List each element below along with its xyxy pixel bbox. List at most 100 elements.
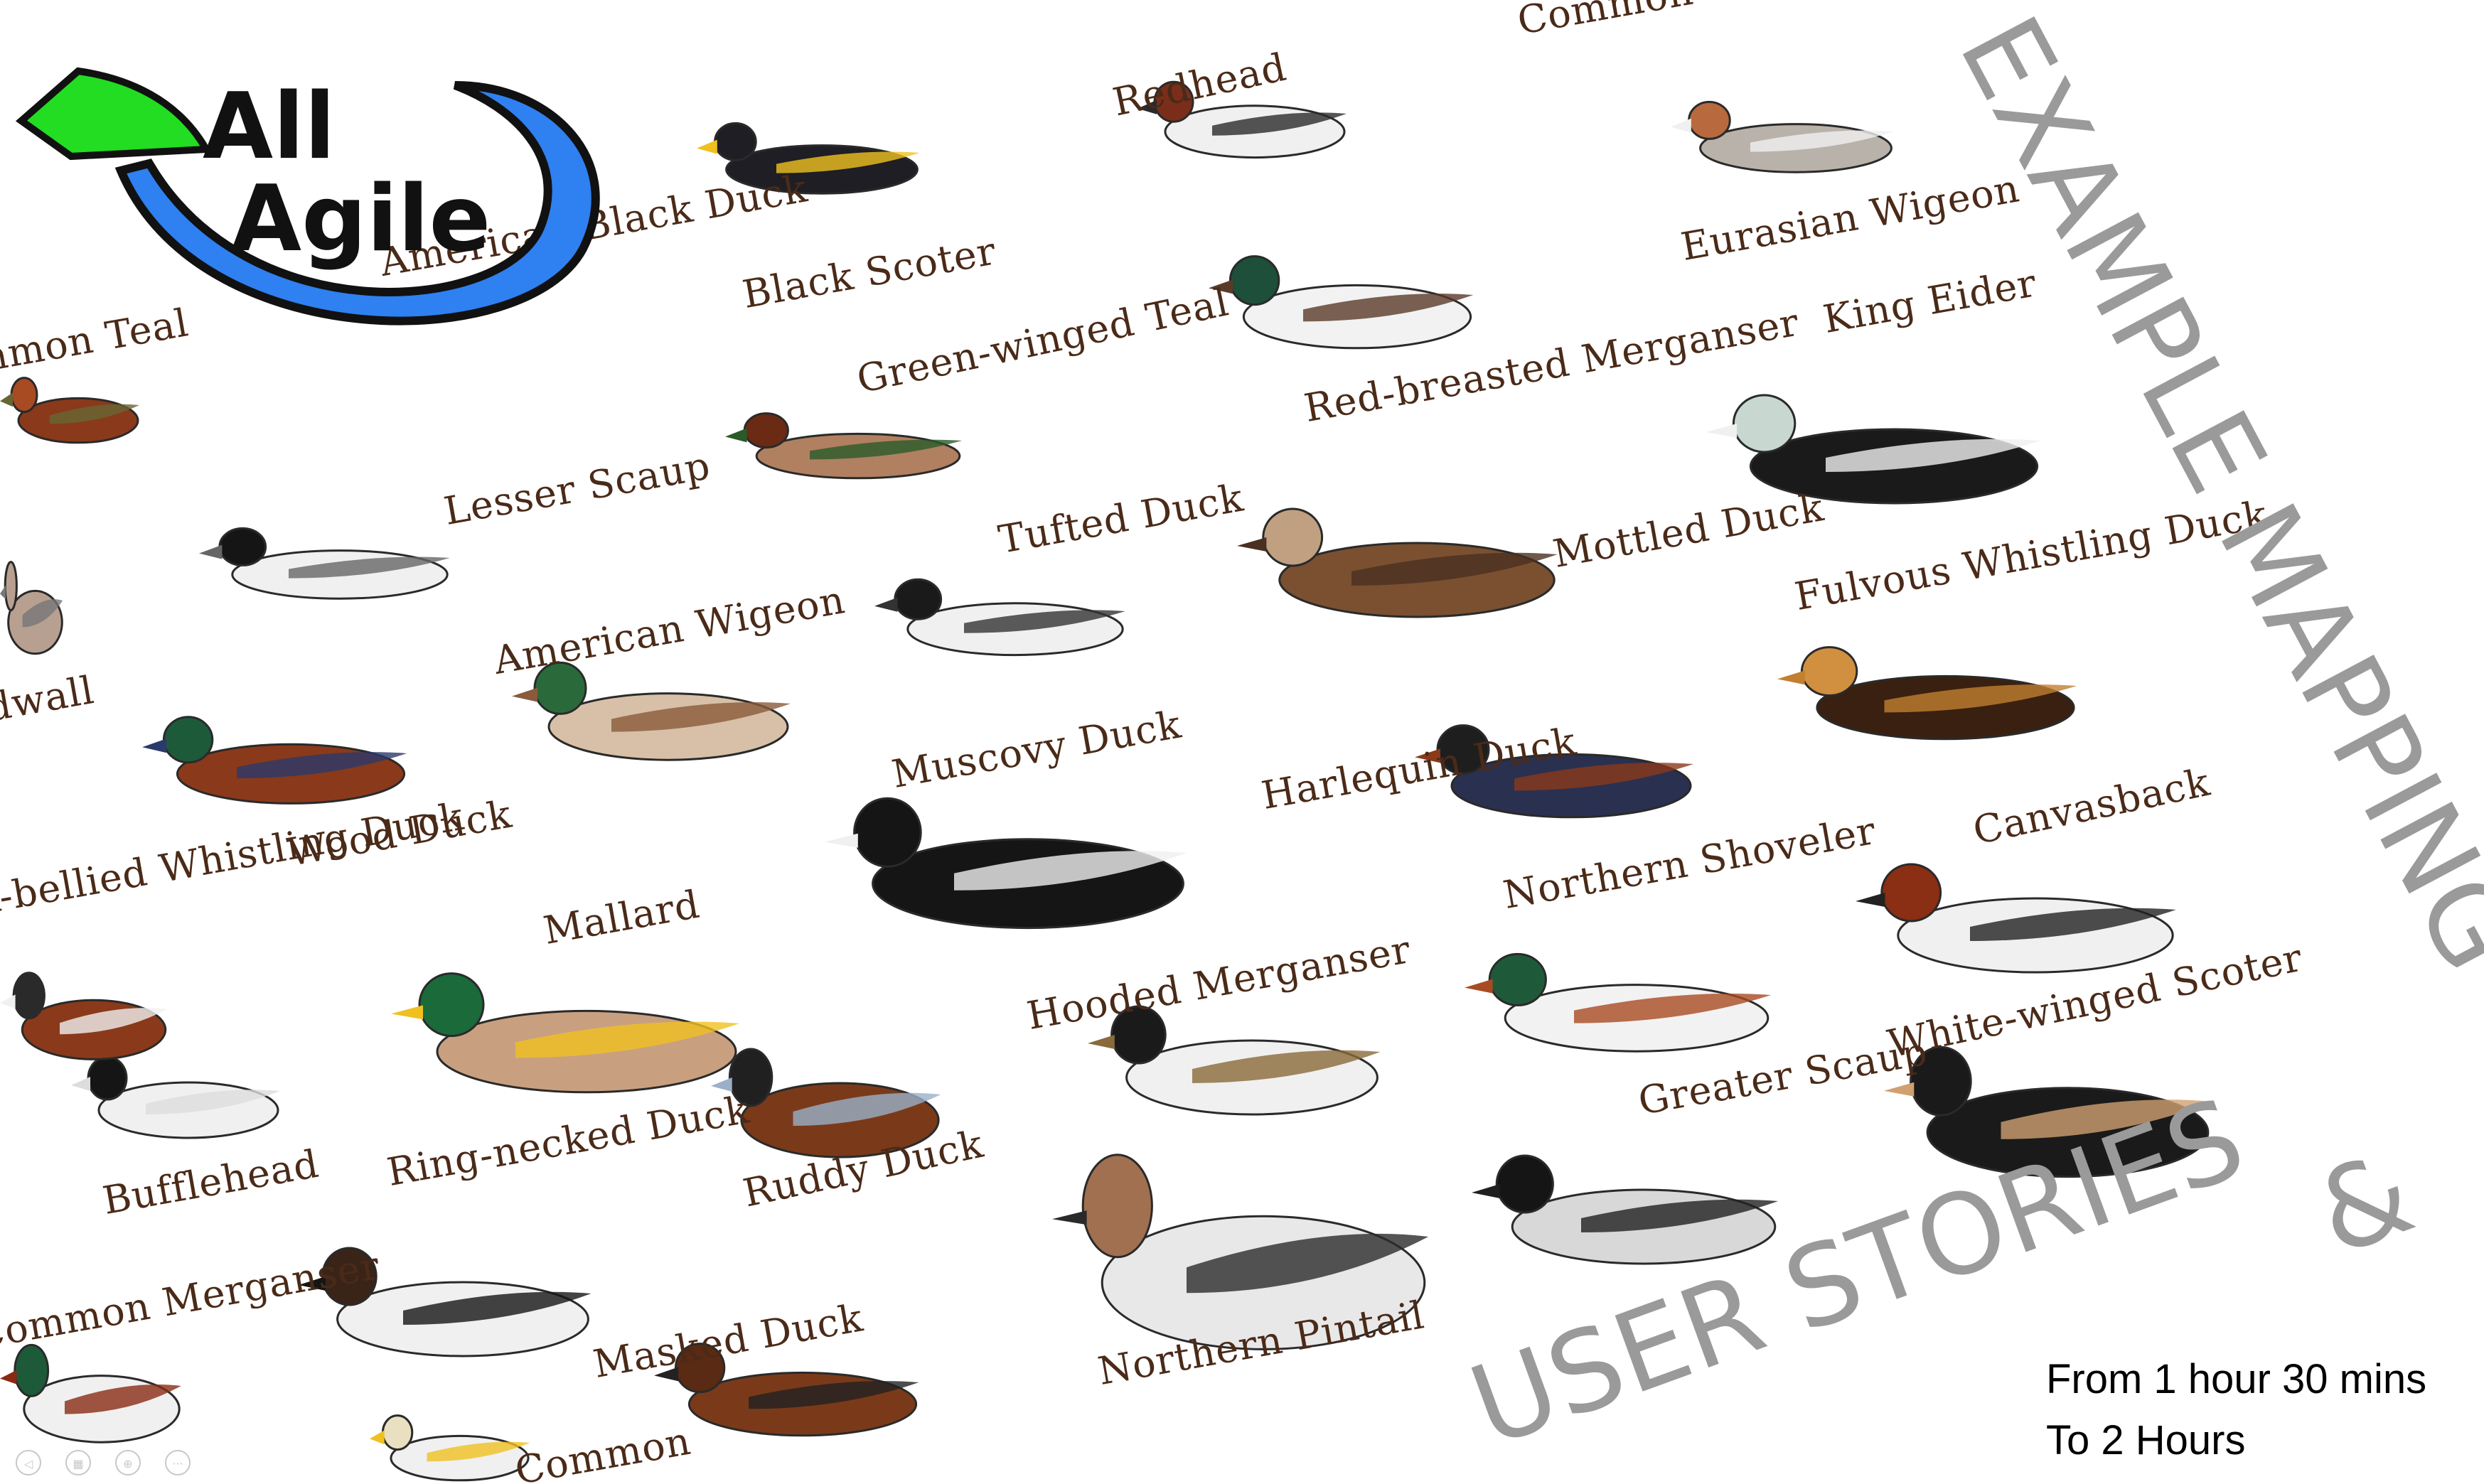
duck-bill xyxy=(825,833,858,848)
duck-wing xyxy=(1351,552,1558,586)
duck-wing xyxy=(146,1090,280,1114)
duck-wing xyxy=(403,1291,591,1325)
duck-illustration xyxy=(0,1343,181,1443)
duck-illustration xyxy=(512,661,791,761)
duck-wing xyxy=(1884,684,2077,713)
duck-illustration xyxy=(725,412,963,480)
duck-wing xyxy=(289,556,450,579)
duck-illustration xyxy=(825,797,1187,930)
duck-wing xyxy=(2001,1099,2212,1139)
duck-head xyxy=(10,377,38,414)
duration-to: To 2 Hours xyxy=(2046,1417,2246,1463)
duck-bill xyxy=(725,428,747,443)
duck-wing xyxy=(749,1381,919,1409)
duck-head xyxy=(894,578,943,620)
duck-bill xyxy=(199,544,223,559)
duck-head xyxy=(218,527,267,566)
duck-wing xyxy=(776,151,920,173)
duck-bill xyxy=(370,1430,385,1445)
duck-head xyxy=(87,1055,128,1101)
duck-bill xyxy=(1052,1210,1087,1225)
slides-icon[interactable]: ▦ xyxy=(65,1450,91,1475)
duck-head xyxy=(1228,255,1280,306)
duck-illustration xyxy=(711,1048,941,1158)
duck-bill xyxy=(299,1276,326,1291)
prev-icon[interactable]: ◁ xyxy=(16,1450,41,1475)
duck-head xyxy=(743,412,789,449)
duck-bill xyxy=(0,1370,17,1384)
duck-bill xyxy=(697,139,717,154)
duck-illustration xyxy=(654,1343,919,1437)
duck-bill xyxy=(1465,979,1493,994)
duck-illustration xyxy=(1415,724,1693,819)
duck-illustration xyxy=(0,561,63,655)
duck-bill xyxy=(0,994,16,1009)
duck-head xyxy=(533,661,587,715)
duck-bill xyxy=(1856,893,1885,907)
duck-illustration xyxy=(1088,1005,1381,1116)
duck-illustration xyxy=(1671,100,1894,173)
duck-wing xyxy=(954,851,1187,891)
duck-bill xyxy=(1088,1035,1115,1049)
duck-wing xyxy=(1514,763,1693,791)
duck-illustration xyxy=(370,1414,530,1482)
duck-illustration xyxy=(0,377,139,444)
duck-head xyxy=(714,122,757,161)
duck-head xyxy=(14,1343,50,1397)
duck-head xyxy=(12,972,45,1020)
duck-illustration xyxy=(697,122,920,195)
duck-bill xyxy=(1472,1184,1500,1198)
duck-wing xyxy=(237,752,407,779)
duration-from: From 1 hour 30 mins xyxy=(2046,1356,2427,1402)
duck-wing xyxy=(60,1008,168,1035)
duck-bill xyxy=(1209,279,1233,294)
duck-head xyxy=(1081,1154,1153,1259)
duck-wing xyxy=(1750,130,1894,152)
logo-swoosh-icon xyxy=(15,67,600,326)
duck-wing xyxy=(1187,1233,1429,1294)
duration-text: From 1 hour 30 mins To 2 Hours xyxy=(2046,1349,2480,1471)
duck-head xyxy=(1688,100,1731,140)
duck-wing xyxy=(515,1021,739,1058)
slideshow-controls: ◁ ▦ ⊕ ··· xyxy=(16,1450,191,1481)
duck-head xyxy=(1436,724,1490,775)
duck-head xyxy=(1495,1154,1554,1214)
duck-illustration xyxy=(874,578,1125,657)
duck-bill xyxy=(142,738,167,753)
duck-illustration xyxy=(391,972,739,1094)
duck-bill xyxy=(654,1367,679,1382)
duck-wing xyxy=(793,1092,941,1126)
duck-wing xyxy=(1212,112,1347,136)
duck-bill xyxy=(1884,1082,1915,1097)
duck-illustration xyxy=(1884,1045,2212,1178)
duck-bill xyxy=(1777,670,1805,685)
zoom-icon[interactable]: ⊕ xyxy=(115,1450,141,1475)
duck-head xyxy=(1110,1005,1167,1065)
duck-head xyxy=(1800,646,1858,697)
duck-wing xyxy=(810,439,963,460)
duck-illustration xyxy=(1052,1154,1429,1350)
duck-head xyxy=(1910,1045,1972,1117)
duck-head xyxy=(162,716,214,764)
duck-illustration xyxy=(1209,255,1474,350)
duck-head xyxy=(1488,952,1547,1006)
duck-bill xyxy=(1671,118,1691,133)
duck-head xyxy=(381,1414,414,1451)
duck-wing xyxy=(1574,993,1772,1023)
duck-wing xyxy=(50,404,139,424)
duck-head xyxy=(1880,863,1942,923)
duck-head xyxy=(418,972,485,1038)
duck-illustration xyxy=(1856,863,2176,974)
duck-wing xyxy=(1581,1199,1779,1232)
duck-illustration xyxy=(1777,646,2077,741)
duck-bill xyxy=(0,392,13,407)
duck-head xyxy=(4,561,18,612)
duck-wing xyxy=(427,1441,530,1462)
duck-wing xyxy=(1826,439,2041,472)
more-icon[interactable]: ··· xyxy=(165,1450,191,1475)
duck-illustration xyxy=(71,1055,280,1139)
duck-bill xyxy=(1415,748,1440,763)
duck-illustration xyxy=(1237,507,1558,618)
all-agile-logo: All Agile xyxy=(14,43,668,370)
